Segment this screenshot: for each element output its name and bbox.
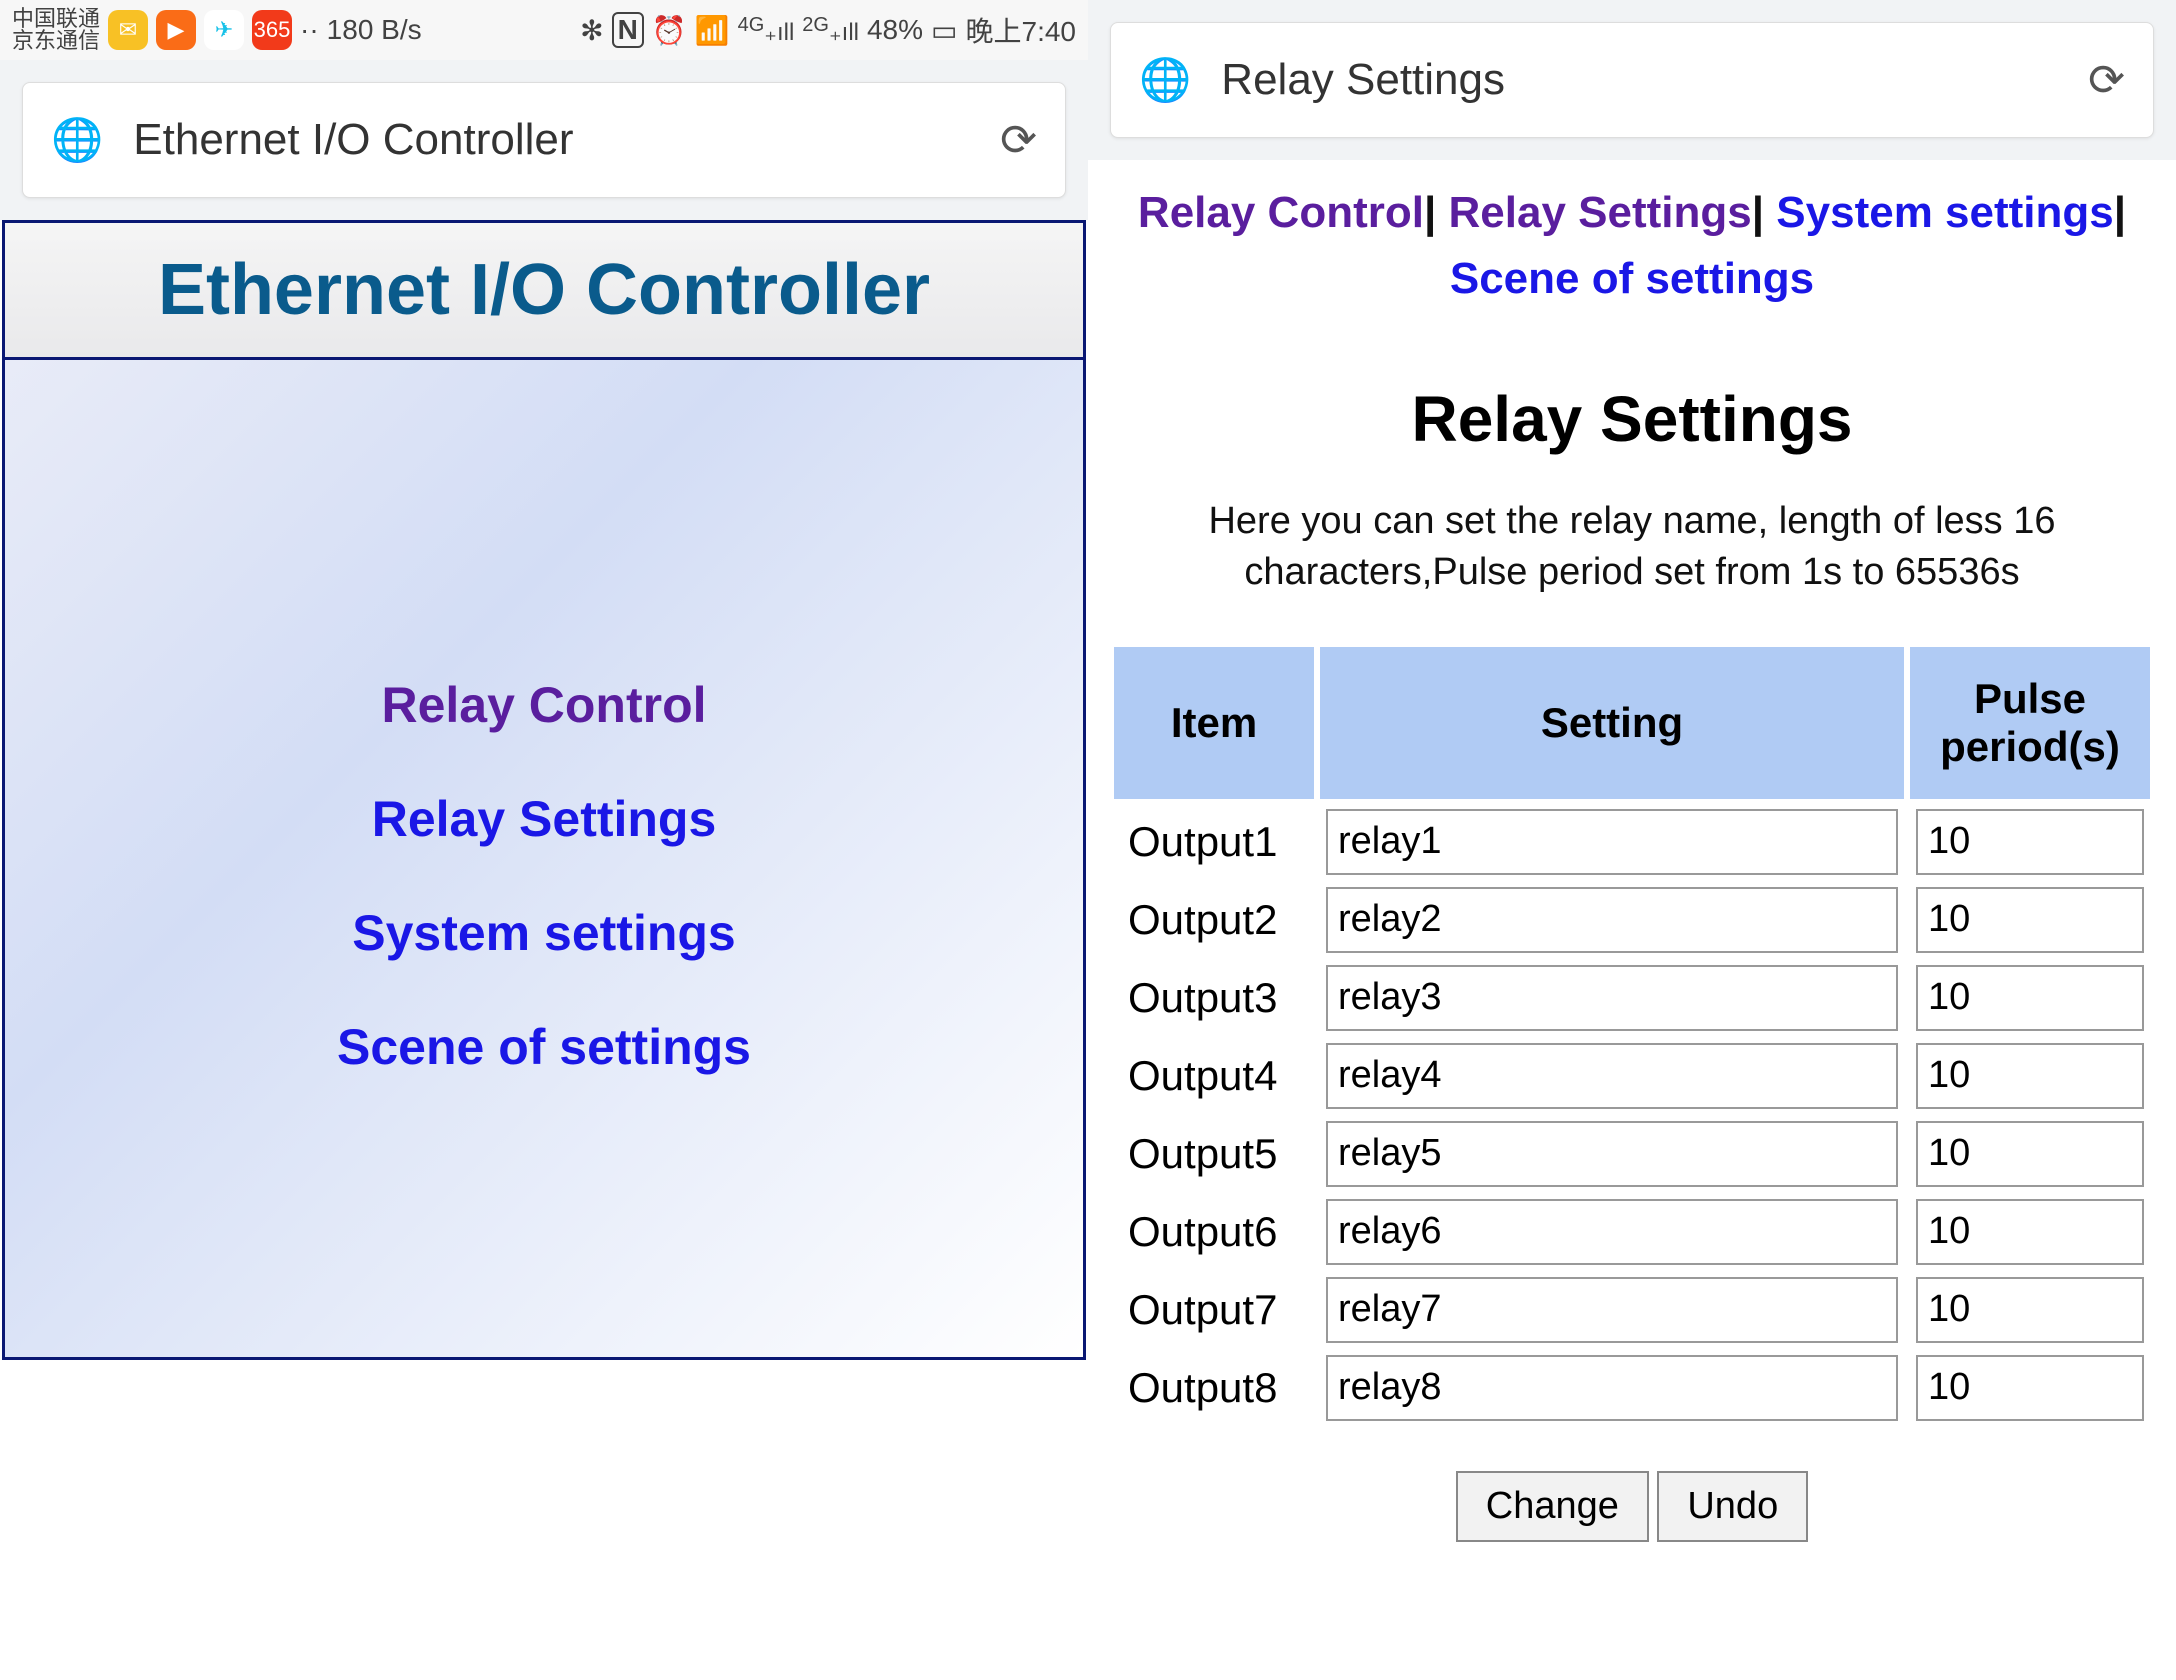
item-label: Output8	[1114, 1353, 1314, 1423]
table-row: Output3	[1114, 963, 2150, 1033]
table-row: Output6	[1114, 1197, 2150, 1267]
change-button[interactable]: Change	[1456, 1471, 1649, 1542]
table-row: Output1	[1114, 807, 2150, 877]
pulse-period-input[interactable]	[1916, 1043, 2144, 1109]
main-menu: Relay Control Relay Settings System settin…	[5, 360, 1083, 1076]
pulse-period-input[interactable]	[1916, 1199, 2144, 1265]
carrier-bottom: 京东通信	[12, 30, 100, 52]
app-icon-1: ✉	[108, 10, 148, 50]
nav-separator: |	[1752, 188, 1777, 237]
browser-chrome-right: 🌐 Relay Settings ⟳	[1088, 0, 2176, 160]
page-label-right: Relay Settings	[1221, 55, 2088, 105]
pulse-period-input[interactable]	[1916, 887, 2144, 953]
table-row: Output7	[1114, 1275, 2150, 1345]
item-label: Output5	[1114, 1119, 1314, 1189]
split-container: 中国联通 京东通信 ✉ ▶ ✈ 365 ·· 180 B/s ✻ N ⏰ 📶 4…	[0, 0, 2176, 1680]
main-title: Ethernet I/O Controller	[5, 249, 1083, 331]
menu-link-0[interactable]: Relay Control	[5, 676, 1083, 734]
item-label: Output4	[1114, 1041, 1314, 1111]
bluetooth-icon: ✻	[580, 14, 603, 47]
relay-name-input[interactable]	[1326, 1121, 1898, 1187]
ellipsis-icon: ··	[300, 14, 319, 46]
th-pulse: Pulse period(s)	[1910, 647, 2150, 799]
relay-name-input[interactable]	[1326, 965, 1898, 1031]
carrier-top: 中国联通	[12, 8, 100, 30]
settings-title: Relay Settings	[1088, 382, 2176, 456]
nav-link-2[interactable]: System settings	[1776, 188, 2113, 237]
app-icon-2: ▶	[156, 10, 196, 50]
pulse-period-input[interactable]	[1916, 1121, 2144, 1187]
browser-chrome-left: 🌐 Ethernet I/O Controller ⟳	[0, 60, 1088, 220]
item-label: Output2	[1114, 885, 1314, 955]
refresh-icon[interactable]: ⟳	[2088, 55, 2125, 106]
undo-button[interactable]: Undo	[1657, 1471, 1808, 1542]
nav-link-0[interactable]: Relay Control	[1138, 188, 1424, 237]
settings-description: Here you can set the relay name, length …	[1088, 496, 2176, 639]
left-pane: 中国联通 京东通信 ✉ ▶ ✈ 365 ·· 180 B/s ✻ N ⏰ 📶 4…	[0, 0, 1088, 1680]
right-pane: 🌐 Relay Settings ⟳ Relay Control| Relay …	[1088, 0, 2176, 1680]
app-icon-4: 365	[252, 10, 292, 50]
nfc-icon: N	[612, 12, 644, 48]
battery-icon: ▭	[931, 14, 957, 47]
signal-2g: 2G₊ıll	[802, 14, 859, 47]
pulse-period-input[interactable]	[1916, 1355, 2144, 1421]
menu-link-1[interactable]: Relay Settings	[5, 790, 1083, 848]
globe-icon: 🌐	[1139, 56, 1191, 105]
net-rate: 180 B/s	[327, 14, 422, 46]
relay-name-input[interactable]	[1326, 809, 1898, 875]
table-row: Output8	[1114, 1353, 2150, 1423]
main-header: Ethernet I/O Controller	[5, 223, 1083, 360]
th-setting: Setting	[1320, 647, 1904, 799]
nav-link-1[interactable]: Relay Settings	[1449, 188, 1752, 237]
clock-time: 晚上7:40	[966, 10, 1077, 50]
nav-link-3[interactable]: Scene of settings	[1450, 254, 1814, 303]
globe-icon: 🌐	[51, 116, 103, 165]
action-buttons: Change Undo	[1088, 1471, 2176, 1542]
signal-4g: 4G₊ıll	[738, 14, 795, 47]
browser-card-left[interactable]: 🌐 Ethernet I/O Controller ⟳	[22, 82, 1066, 198]
item-label: Output1	[1114, 807, 1314, 877]
page-label-left: Ethernet I/O Controller	[133, 115, 1000, 165]
pulse-period-input[interactable]	[1916, 809, 2144, 875]
menu-link-3[interactable]: Scene of settings	[5, 1018, 1083, 1076]
alarm-icon: ⏰	[652, 14, 687, 47]
th-item: Item	[1114, 647, 1314, 799]
refresh-icon[interactable]: ⟳	[1000, 115, 1037, 166]
table-row: Output4	[1114, 1041, 2150, 1111]
nav-separator: |	[1424, 188, 1449, 237]
browser-card-right[interactable]: 🌐 Relay Settings ⟳	[1110, 22, 2154, 138]
item-label: Output6	[1114, 1197, 1314, 1267]
nav-separator: |	[2114, 188, 2126, 237]
pulse-period-input[interactable]	[1916, 1277, 2144, 1343]
item-label: Output3	[1114, 963, 1314, 1033]
relay-name-input[interactable]	[1326, 1043, 1898, 1109]
menu-link-2[interactable]: System settings	[5, 904, 1083, 962]
app-icon-3: ✈	[204, 10, 244, 50]
relay-settings-table: Item Setting Pulse period(s) Output1 Outp…	[1108, 639, 2156, 1431]
battery-pct: 48%	[867, 14, 923, 46]
table-row: Output2	[1114, 885, 2150, 955]
relay-name-input[interactable]	[1326, 1355, 1898, 1421]
relay-name-input[interactable]	[1326, 887, 1898, 953]
top-nav-links: Relay Control| Relay Settings| System se…	[1088, 160, 2176, 322]
pulse-period-input[interactable]	[1916, 965, 2144, 1031]
status-bar: 中国联通 京东通信 ✉ ▶ ✈ 365 ·· 180 B/s ✻ N ⏰ 📶 4…	[0, 0, 1088, 60]
relay-name-input[interactable]	[1326, 1199, 1898, 1265]
wifi-icon: 📶	[695, 14, 730, 47]
table-row: Output5	[1114, 1119, 2150, 1189]
main-frame: Ethernet I/O Controller Relay ControlRel…	[2, 220, 1086, 1360]
item-label: Output7	[1114, 1275, 1314, 1345]
carrier-labels: 中国联通 京东通信	[12, 8, 100, 52]
relay-name-input[interactable]	[1326, 1277, 1898, 1343]
